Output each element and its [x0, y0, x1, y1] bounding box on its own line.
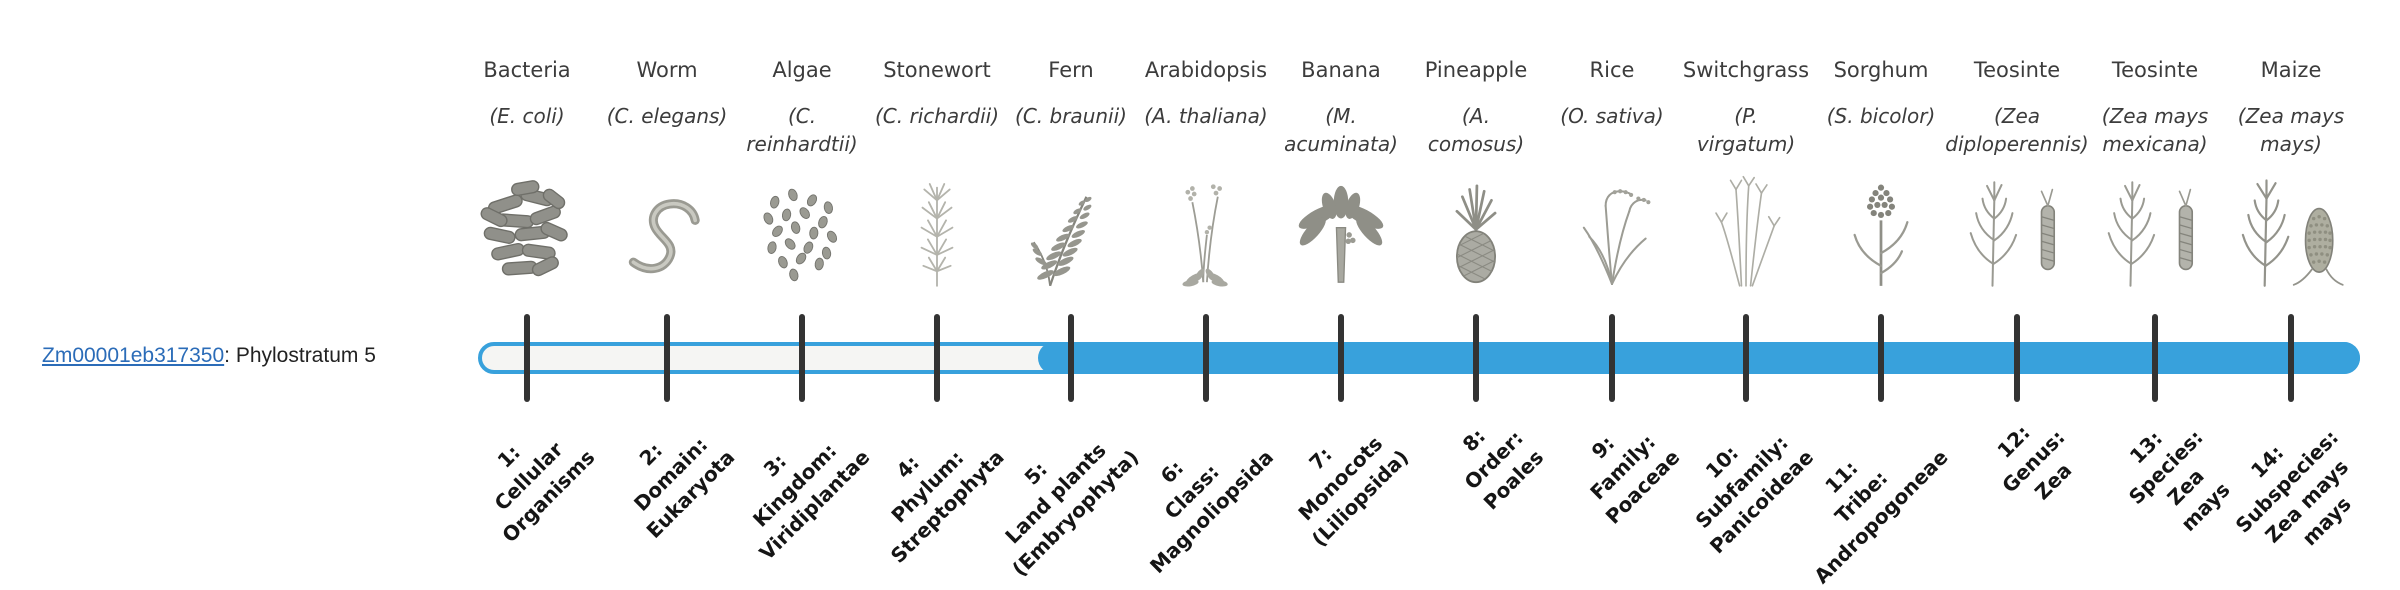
- bacteria-icon: [462, 170, 592, 294]
- switchgrass-icon: [1681, 170, 1811, 294]
- phylostratum-tick: [2152, 314, 2158, 402]
- organism-scientific-name: (Zea diploperennis): [1945, 104, 2089, 156]
- phylostratum-tick: [1473, 314, 1479, 402]
- pineapple-icon: [1411, 170, 1541, 294]
- stratum-label: 12: Genus: Zea: [1992, 420, 2076, 505]
- stratum-label: 5: Land plants (Embryophyta): [999, 438, 1143, 582]
- organism-common-name: Rice: [1589, 58, 1635, 82]
- gene-label: Zm00001eb317350: Phylostratum 5: [42, 344, 376, 368]
- teosinte-icon: [1952, 170, 2082, 294]
- organism-common-name: Arabidopsis: [1144, 58, 1268, 82]
- organism-scientific-name: (A. comosus): [1427, 104, 1525, 156]
- organism-common-name: Maize: [2260, 58, 2322, 82]
- organism-common-name: Bacteria: [483, 58, 571, 82]
- phylostratum-tick: [1068, 314, 1074, 402]
- maize-icon: [2226, 170, 2356, 294]
- stratum-label: 14: Subspecies: Zea mays mays: [2230, 425, 2356, 551]
- rice-icon: [1547, 170, 1677, 294]
- organism-common-name: Teosinte: [2111, 58, 2199, 82]
- organism-scientific-name: (E. coli): [489, 104, 565, 128]
- organism-scientific-name: (M. acuminata): [1284, 104, 1398, 156]
- stratum-label: 13: Species: Zea mays: [2123, 425, 2235, 536]
- stratum-label: 6: Class: Magnoliopsida: [1145, 445, 1278, 578]
- organism-scientific-name: (C. braunii): [1015, 104, 1127, 128]
- stratum-label: 9: Family: Poaceae: [1584, 429, 1684, 529]
- organism-scientific-name: (C. richardii): [874, 104, 1000, 128]
- gene-id-link[interactable]: Zm00001eb317350: [42, 344, 225, 367]
- organism-scientific-name: (C. elegans): [606, 104, 728, 128]
- organism-scientific-name: (A. thaliana): [1144, 104, 1268, 128]
- phylostratum-tick: [934, 314, 940, 402]
- stratum-label: 4: Phylum: Streptophyta: [886, 445, 1009, 568]
- stratum-label: 2: Domain: Eukaryota: [628, 432, 739, 543]
- teosinte-icon: [2090, 170, 2220, 294]
- organism-common-name: Teosinte: [1973, 58, 2061, 82]
- phylostratum-tick: [2288, 314, 2294, 402]
- organism-scientific-name: (S. bicolor): [1826, 104, 1936, 128]
- phylostratum-tick: [1878, 314, 1884, 402]
- stonewort-icon: [872, 170, 1002, 294]
- organism-scientific-name: (O. sativa): [1560, 104, 1664, 128]
- arabidopsis-icon: [1141, 170, 1271, 294]
- organism-common-name: Stonewort: [883, 58, 991, 82]
- fern-icon: [1006, 170, 1136, 294]
- organism-common-name: Worm: [636, 58, 698, 82]
- organism-scientific-name: (Zea mays mays): [2237, 104, 2345, 156]
- stratum-label: 7: Monocots (Liliopsida): [1293, 431, 1413, 552]
- timeline-fill: [1038, 342, 2360, 374]
- organism-scientific-name: (Zea mays mexicana): [2101, 104, 2209, 156]
- phylostratum-tick: [1609, 314, 1615, 402]
- phylostratum-tick: [524, 314, 530, 402]
- banana-icon: [1276, 170, 1406, 294]
- organism-common-name: Algae: [772, 58, 832, 82]
- organism-common-name: Sorghum: [1833, 58, 1929, 82]
- gene-phylostratum-text: : Phylostratum 5: [224, 344, 376, 367]
- organism-scientific-name: (C. reinhardtii): [746, 104, 858, 156]
- phylostratum-tick: [1203, 314, 1209, 402]
- phylostratum-tick: [1743, 314, 1749, 402]
- worm-icon: [602, 170, 732, 294]
- organism-scientific-name: (P. virgatum): [1696, 104, 1796, 156]
- phylostratum-tick: [799, 314, 805, 402]
- phylostratum-tick: [2014, 314, 2020, 402]
- phylostratum-tick: [664, 314, 670, 402]
- organism-common-name: Pineapple: [1424, 58, 1528, 82]
- stratum-label: 3: Kingdom: Viridiplantae: [747, 438, 874, 565]
- stratum-label: 1: Cellular Organisms: [489, 437, 599, 548]
- organism-common-name: Switchgrass: [1682, 58, 1810, 82]
- phylostratum-tick: [1338, 314, 1344, 402]
- algae-icon: [737, 170, 867, 294]
- stratum-label: 11: Tribe: Andropogoneae: [1809, 445, 1953, 589]
- sorghum-icon: [1816, 170, 1946, 294]
- organism-common-name: Banana: [1301, 58, 1381, 82]
- organism-common-name: Fern: [1048, 58, 1094, 82]
- stratum-label: 8: Order: Poales: [1457, 423, 1548, 515]
